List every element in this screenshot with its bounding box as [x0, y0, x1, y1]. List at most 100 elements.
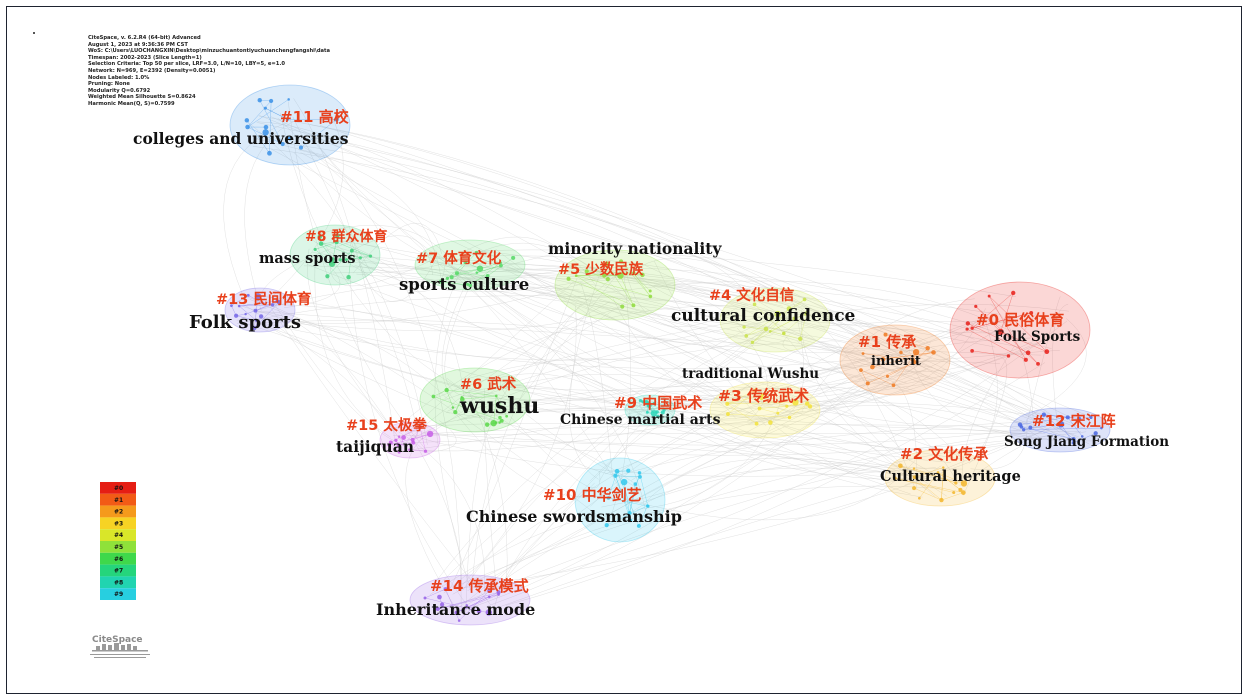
cluster-7-edge: [451, 262, 501, 278]
network-edge: [300, 152, 791, 407]
network-edge: [363, 243, 1049, 431]
network-edge: [963, 355, 1008, 496]
cluster-0-edge: [972, 312, 1032, 329]
network-edge: [404, 440, 940, 474]
network-edge: [450, 406, 605, 498]
cluster-7-id: #7 体育文化: [416, 249, 502, 267]
cluster-4-node: [786, 306, 792, 311]
network-edge: [267, 110, 344, 302]
meta-line-3: Timespan: 2002-2023 (Slice Length=1): [88, 54, 202, 61]
cluster-12-node: [1065, 415, 1070, 420]
cluster-11-node: [257, 98, 262, 103]
network-edge: [258, 114, 1021, 348]
network-edge: [590, 364, 921, 507]
cluster-15-node: [408, 448, 411, 452]
cluster-12-node: [1021, 427, 1026, 432]
cluster-12-region: [1009, 407, 1111, 453]
cluster-2-edge: [937, 472, 961, 491]
cluster-3-node: [725, 401, 730, 406]
cluster-6-node: [453, 409, 458, 415]
network-edge: [308, 136, 462, 614]
cluster-8-node: [313, 247, 317, 252]
network-edge: [393, 433, 1046, 436]
network-edge: [263, 323, 774, 361]
cluster-15-node: [411, 440, 416, 445]
network-edge: [444, 279, 478, 397]
cluster-1-node: [925, 346, 930, 351]
cluster-13-node: [252, 326, 257, 331]
cluster-8-edge: [321, 242, 337, 244]
cluster-11-edge: [246, 120, 270, 154]
cluster-3-node: [787, 415, 792, 420]
network-edge: [463, 236, 597, 287]
network-edge: [505, 362, 1046, 606]
cluster-2-node: [942, 466, 945, 469]
cluster-5-edge: [620, 261, 651, 292]
cluster-7-node: [466, 282, 469, 286]
cluster-12-edge: [1023, 427, 1102, 430]
network-edge: [241, 316, 664, 410]
network-edge: [769, 337, 1031, 396]
cluster-12-edge: [1079, 417, 1092, 419]
cluster-14-node: [454, 610, 459, 615]
network-edge: [461, 305, 577, 587]
cluster-5-node: [566, 276, 571, 281]
legend-label-3: #3: [114, 520, 123, 527]
network-edge: [351, 246, 654, 411]
meta-line-6: Nodes Labeled: 1.0%: [88, 74, 150, 81]
network-edge: [280, 112, 501, 410]
cluster-4-edge: [746, 328, 767, 337]
cluster-3-node: [753, 388, 758, 392]
network-edge: [463, 263, 1053, 416]
cluster-12-edge: [1043, 414, 1074, 440]
network-edge: [250, 123, 428, 445]
cluster-2-node: [912, 475, 917, 480]
network-edge: [582, 269, 1046, 419]
cluster-13-node: [230, 304, 233, 308]
cluster-7-edge: [456, 268, 481, 274]
meta-line-7: Pruning: None: [88, 81, 130, 88]
network-edge: [393, 305, 746, 432]
cluster-11-node: [263, 106, 267, 110]
cluster-13-node: [261, 301, 264, 304]
cluster-7-label: sports culture: [399, 275, 529, 294]
network-edge: [334, 239, 1036, 422]
network-edge: [444, 267, 1030, 345]
cluster-15-node: [401, 435, 406, 440]
network-edge: [667, 357, 931, 409]
cluster-13-node: [234, 313, 239, 318]
cluster-3-edge: [759, 408, 778, 414]
cluster-0-label: Folk Sports: [994, 329, 1081, 345]
network-edge: [259, 115, 910, 355]
cluster-2-node: [936, 471, 940, 474]
cluster-9-node: [656, 414, 660, 419]
cluster-1-edge: [885, 334, 928, 349]
cluster-8-node: [344, 258, 348, 262]
cluster-1-edge: [887, 361, 915, 377]
cluster-2-edge: [937, 472, 965, 484]
cluster-13-node: [275, 299, 280, 303]
cluster-9-node: [655, 410, 659, 414]
cluster-3-edge: [789, 403, 808, 418]
meta-line-8: Modularity Q=0.6792: [88, 87, 151, 94]
network-edge: [447, 373, 795, 415]
network-edge: [497, 315, 783, 589]
cluster-8-node: [358, 256, 362, 260]
network-edge: [429, 514, 601, 595]
cluster-4-edge: [746, 299, 805, 337]
cluster-2-node: [912, 467, 916, 470]
cluster-15-node: [388, 440, 393, 445]
cluster-5-edge: [576, 275, 651, 297]
cluster-6-id: #6 武术: [460, 375, 517, 393]
cluster-15-edge: [409, 426, 421, 450]
network-edge: [613, 298, 754, 414]
cluster-5-node: [602, 273, 607, 278]
cluster-4-node: [744, 334, 749, 338]
cluster-5-edge: [620, 261, 651, 297]
cluster-12-node: [1071, 441, 1075, 445]
cluster-4-edge: [752, 318, 795, 343]
network-edge: [293, 98, 396, 443]
network-edge: [255, 138, 1090, 445]
cluster-0-node: [1029, 310, 1034, 315]
cluster-14-edge: [456, 594, 499, 613]
